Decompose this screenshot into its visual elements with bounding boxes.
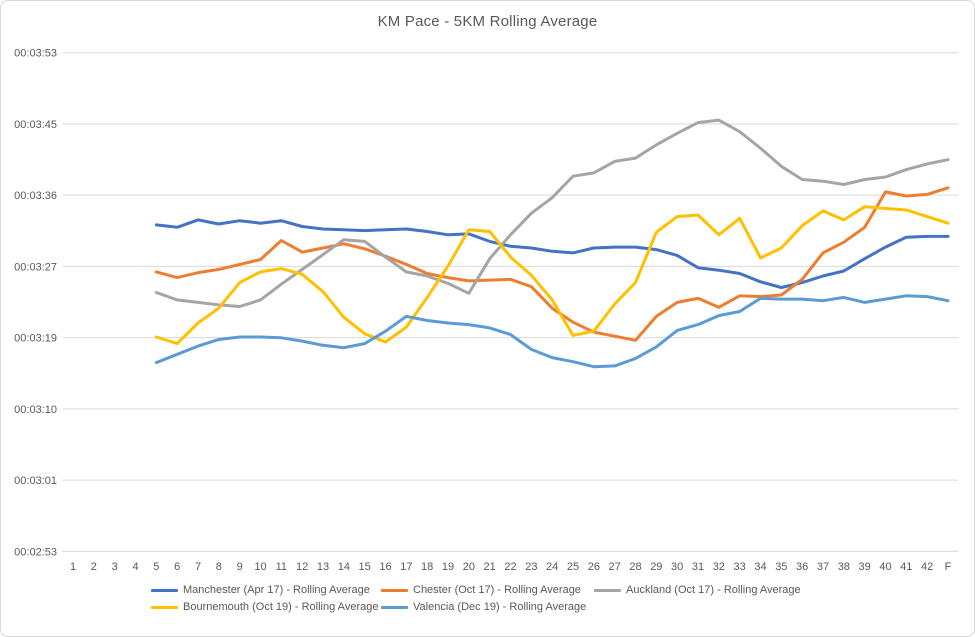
legend-label: Auckland (Oct 17) - Rolling Average xyxy=(626,584,801,596)
legend-item-auckland[interactable]: Auckland (Oct 17) - Rolling Average xyxy=(594,584,801,596)
x-axis-tick-label: 24 xyxy=(546,561,558,573)
x-axis-tick-label: 12 xyxy=(296,561,308,573)
x-axis-tick-label: 26 xyxy=(588,561,600,573)
legend-swatch-auckland xyxy=(594,588,621,592)
x-axis-tick-label: 42 xyxy=(921,561,933,573)
y-axis-tick-label: 00:03:10 xyxy=(14,404,57,416)
x-axis-tick-label: 29 xyxy=(650,561,662,573)
x-axis-tick-label: 13 xyxy=(317,561,329,573)
x-axis-tick-label: 6 xyxy=(174,561,180,573)
x-axis-tick-label: 8 xyxy=(216,561,222,573)
series-line-auckland[interactable] xyxy=(154,118,950,308)
x-axis-tick-label: 18 xyxy=(421,561,433,573)
x-axis-tick-label: 25 xyxy=(567,561,579,573)
legend-swatch-bournemouth xyxy=(151,605,178,609)
x-axis-tick-label: 39 xyxy=(859,561,871,573)
legend-label: Chester (Oct 17) - Rolling Average xyxy=(413,584,581,596)
x-axis-tick-label: 3 xyxy=(112,561,118,573)
x-axis-tick-label: 32 xyxy=(713,561,725,573)
legend-label: Bournemouth (Oct 19) - Rolling Average xyxy=(183,601,379,613)
legend-swatch-valencia xyxy=(381,605,408,609)
x-axis-tick-label: 11 xyxy=(276,561,287,573)
legend-label: Manchester (Apr 17) - Rolling Average xyxy=(183,584,370,596)
series-line-valencia[interactable] xyxy=(154,294,950,369)
y-axis-tick-label: 00:03:27 xyxy=(14,261,57,273)
x-axis-tick-label: 35 xyxy=(775,561,787,573)
y-axis-tick-label: 00:03:19 xyxy=(14,333,57,345)
legend-label: Valencia (Dec 19) - Rolling Average xyxy=(413,601,587,613)
x-axis-tick-label: 14 xyxy=(338,561,350,573)
x-axis-tick-label: 36 xyxy=(796,561,808,573)
x-axis-tick-label: 21 xyxy=(484,561,496,573)
x-axis-tick-label: 15 xyxy=(359,561,371,573)
y-axis-tick-label: 00:03:36 xyxy=(14,190,57,202)
x-axis-tick-label: 9 xyxy=(237,561,243,573)
legend-item-valencia[interactable]: Valencia (Dec 19) - Rolling Average xyxy=(381,601,586,613)
x-axis-tick-label: 33 xyxy=(734,561,746,573)
legend-swatch-manchester xyxy=(151,588,178,592)
x-axis-tick-label: 40 xyxy=(879,561,891,573)
x-axis-tick-label: 27 xyxy=(609,561,621,573)
series-line-bournemouth[interactable] xyxy=(154,205,950,346)
x-axis-tick-label: 30 xyxy=(671,561,683,573)
x-axis-tick-label: F xyxy=(945,561,952,573)
legend-item-chester[interactable]: Chester (Oct 17) - Rolling Average xyxy=(381,584,581,596)
series-line-chester[interactable] xyxy=(154,186,950,342)
chart-title[interactable]: KM Pace - 5KM Rolling Average xyxy=(377,13,598,30)
x-axis-tick-label: 19 xyxy=(442,561,454,573)
y-axis-tick-label: 00:02:53 xyxy=(14,546,57,558)
x-axis-tick-label: 16 xyxy=(379,561,391,573)
plot-area: 00:03:53 00:03:45 00:03:36 00:03:27 00:03:19… xyxy=(14,48,959,573)
y-axis-tick-label: 00:03:01 xyxy=(14,475,57,487)
x-axis-tick-label: 2 xyxy=(91,561,97,573)
x-axis-tick-label: 10 xyxy=(254,561,266,573)
x-axis-tick-label: 34 xyxy=(754,561,766,573)
x-axis-tick-label: 31 xyxy=(692,561,704,573)
x-axis-tick-label: 5 xyxy=(153,561,159,573)
x-axis-tick-label: 20 xyxy=(463,561,475,573)
x-axis-tick-label: 41 xyxy=(900,561,912,573)
legend-swatch-chester xyxy=(381,588,408,592)
y-axis-tick-label: 00:03:53 xyxy=(14,48,57,60)
x-axis-tick-label: 17 xyxy=(400,561,412,573)
legend-item-manchester[interactable]: Manchester (Apr 17) - Rolling Average xyxy=(151,584,370,596)
y-axis-tick-label: 00:03:45 xyxy=(14,119,57,131)
x-axis-tick-label: 37 xyxy=(817,561,829,573)
x-axis-tick-label: 28 xyxy=(629,561,641,573)
x-axis-tick-label: 7 xyxy=(195,561,201,573)
x-axis-tick-label: 4 xyxy=(132,561,138,573)
series-line-manchester[interactable] xyxy=(154,218,950,289)
x-axis-tick-label: 22 xyxy=(504,561,516,573)
x-axis-tick-label: 23 xyxy=(525,561,537,573)
x-axis-tick-label: 1 xyxy=(70,561,76,573)
legend-item-bournemouth[interactable]: Bournemouth (Oct 19) - Rolling Average xyxy=(151,601,378,613)
x-axis-tick-label: 38 xyxy=(838,561,850,573)
